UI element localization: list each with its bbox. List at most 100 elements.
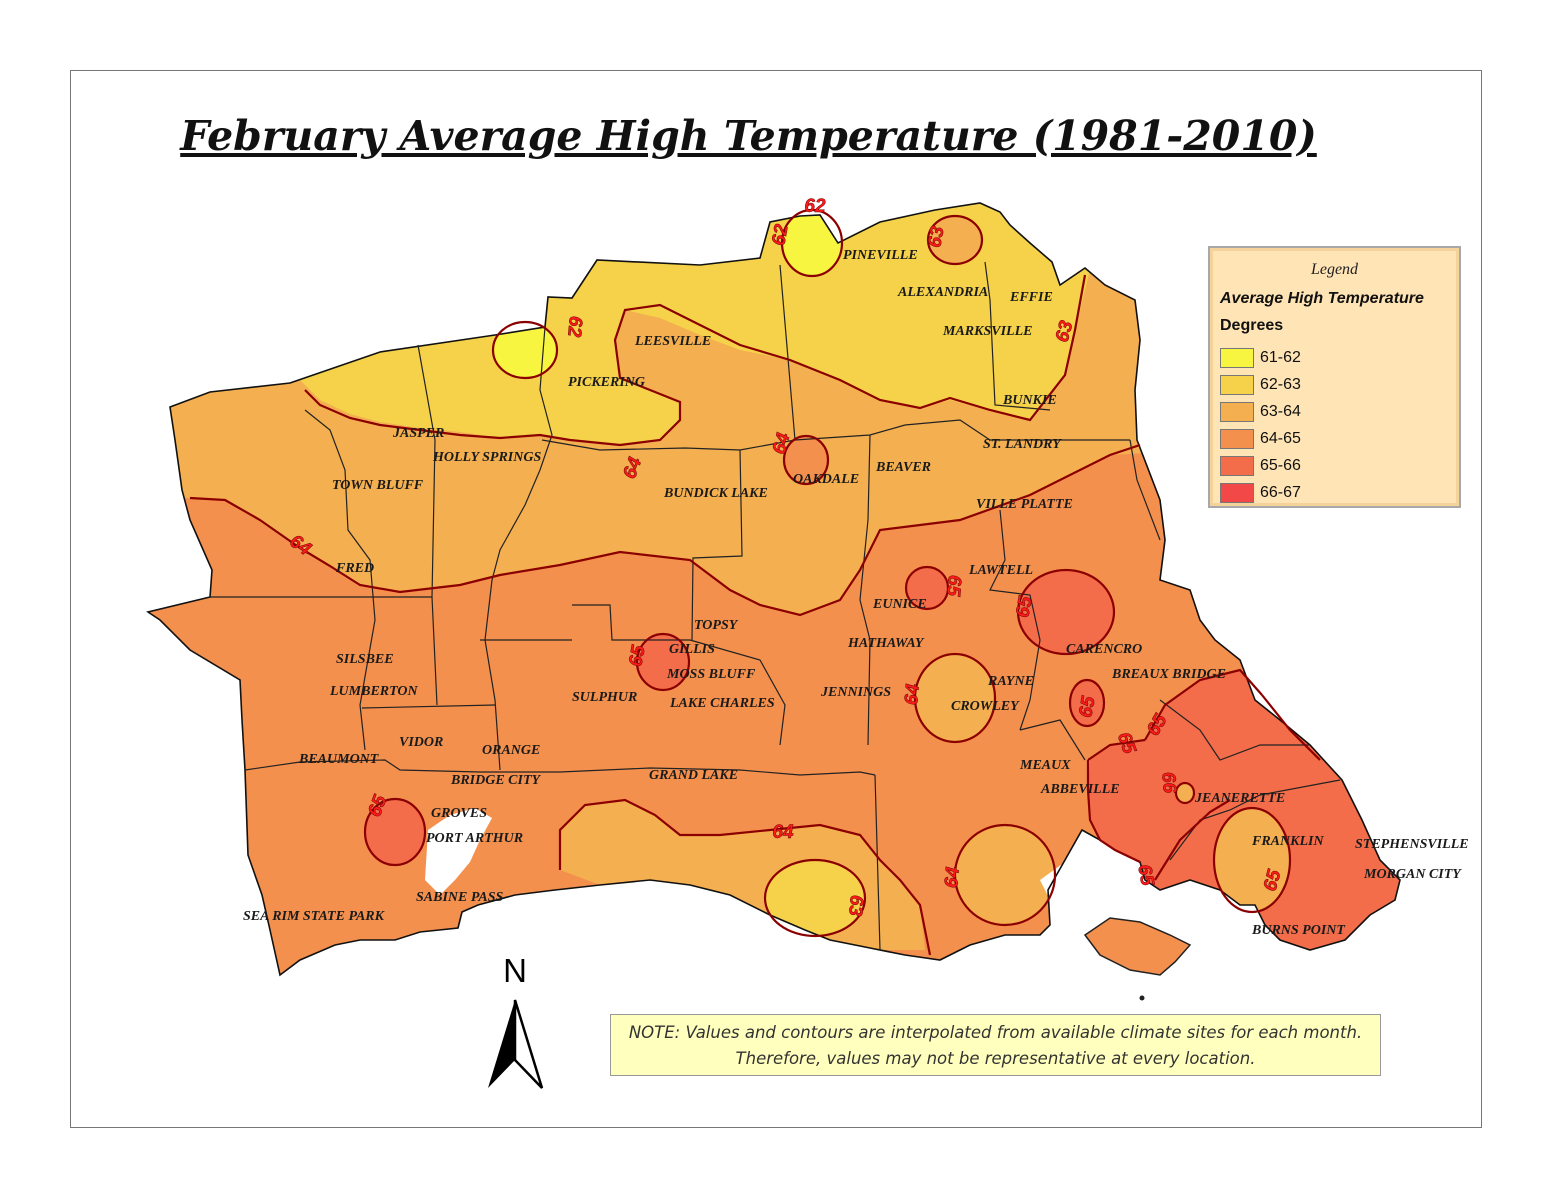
city-label: JENNINGS [820,685,891,700]
city-label: EFFIE [1009,290,1053,305]
note-line-2: Therefore, values may not be representat… [735,1049,1256,1068]
band-63-64-alexandria [928,216,982,264]
band-63-64-franklin [1214,808,1290,912]
city-label: PINEVILLE [843,248,918,263]
city-label: ALEXANDRIA [897,285,988,300]
city-label: BRIDGE CITY [450,773,542,788]
band-jeanerette-spot [1176,783,1194,803]
contour-label: 62 [768,222,792,247]
small-island [1139,995,1145,1001]
legend-item: 65-66 [1220,452,1301,479]
legend-swatch [1220,482,1254,503]
city-label: ORANGE [482,743,540,758]
contour-label: 64 [941,866,964,889]
city-label: TOWN BLUFF [332,478,424,493]
city-label: MOSS BLUFF [666,667,756,682]
legend-swatch [1220,347,1254,368]
city-label: RAYNE [987,674,1034,689]
north-arrow-icon [488,999,544,1089]
contour-label: 65 [1012,594,1036,619]
band-62-63-coast [765,860,865,936]
city-label: LEESVILLE [634,334,711,349]
city-label: STEPHENSVILLE [1355,837,1469,852]
city-label: VIDOR [399,735,443,750]
legend-item: 62-63 [1220,371,1301,398]
city-label: OAKDALE [793,472,859,487]
city-label: TOPSY [694,618,739,633]
map-legend: Legend Average High Temperature Degrees … [1208,246,1461,508]
city-label: BURNS POINT [1251,923,1346,938]
legend-label: 63-64 [1260,402,1301,420]
city-label: MORGAN CITY [1363,867,1462,882]
map-frame [70,70,1482,1128]
city-label: ST. LANDRY [983,437,1062,452]
city-labels: PINEVILLE ALEXANDRIA EFFIE MARKSVILLE LE… [243,248,1469,938]
sabine-lake [425,808,492,895]
city-label: SABINE PASS [416,890,503,905]
legend-swatch [1220,455,1254,476]
map-title: February Average High Temperature (1981-… [180,112,1317,160]
city-label: LUMBERTON [329,684,419,699]
contour-label: 64 [772,822,794,843]
legend-items: 61-62 62-63 63-64 64-65 65-66 66-67 [1220,344,1301,506]
legend-swatch [1220,428,1254,449]
legend-label: 66-67 [1260,483,1301,501]
legend-item: 66-67 [1220,479,1301,506]
band-65-66-carencro [1018,570,1114,654]
contour-label: 65 [942,574,965,597]
city-label: FRED [335,561,374,576]
city-label: BEAUMONT [298,752,380,767]
city-label: FRANKLIN [1251,834,1324,849]
contour-label: 63 [844,894,867,917]
band-63-64-vermilion [955,825,1055,925]
city-label: GILLIS [669,642,715,657]
note-line-1: NOTE: Values and contours are interpolat… [628,1023,1363,1042]
band-65-66-moss-bluff [637,634,689,690]
city-label: BUNDICK LAKE [663,486,768,501]
contour-label: 62 [804,196,826,217]
legend-item: 61-62 [1220,344,1301,371]
legend-units: Degrees [1220,317,1284,334]
city-label: HOLLY SPRINGS [432,450,541,465]
city-label: CROWLEY [951,699,1020,714]
band-65-66-groves [365,799,425,865]
city-label: JASPER [392,426,444,441]
city-label: MEAUX [1019,758,1071,773]
city-label: GRAND LAKE [649,768,738,783]
city-label: JEANERETTE [1194,791,1285,806]
contour-label: 65 [1075,694,1099,719]
legend-swatch [1220,401,1254,422]
legend-label: 62-63 [1260,375,1301,393]
legend-item: 64-65 [1220,425,1301,452]
contour-label: 63 [924,224,948,249]
city-label: BEAVER [875,460,931,475]
band-65-66-rayne [1070,680,1104,726]
contour-label: 64 [901,683,924,706]
city-label: BUNKIE [1002,393,1057,408]
city-label: GROVES [431,806,487,821]
band-64-65-oakdale [784,436,828,484]
parish-boundaries [210,261,1341,951]
contour-label: 66 [1157,771,1180,794]
legend-item: 63-64 [1220,398,1301,425]
city-label: ABBEVILLE [1040,782,1120,797]
legend-subtitle: Average High Temperature [1220,290,1424,307]
interpolation-note: NOTE: Values and contours are interpolat… [610,1014,1381,1076]
city-label: SULPHUR [572,690,637,705]
city-label: BREAUX BRIDGE [1111,667,1226,682]
contour-label: 65 [1133,863,1157,888]
north-label: N [503,952,527,989]
legend-label: 64-65 [1260,429,1301,447]
city-label: PICKERING [568,375,645,390]
contour-label: 62 [563,315,586,338]
city-label: SILSBEE [336,652,394,667]
city-label: EUNICE [872,597,927,612]
band-65-66-eunice [906,567,948,609]
contour-lines [189,274,1321,956]
band-63-64-crowley [915,654,995,742]
city-label: SEA RIM STATE PARK [243,909,386,924]
legend-label: 61-62 [1260,348,1301,366]
contour-circles [363,208,1292,938]
contour-label: 65 [625,643,649,668]
